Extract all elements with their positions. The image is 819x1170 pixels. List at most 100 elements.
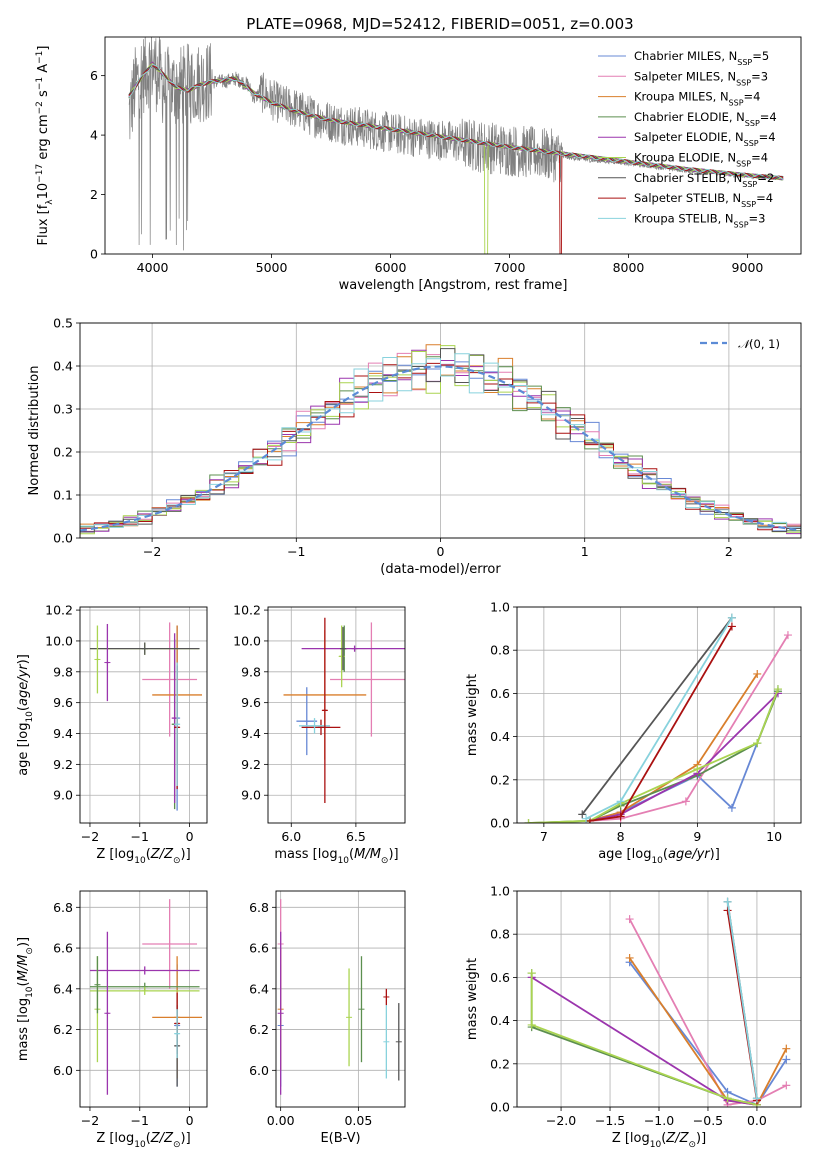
y-tick-label: 2	[90, 187, 98, 202]
x-tick-label: −2.0	[546, 1113, 576, 1128]
axes-frame	[79, 322, 802, 539]
weight-marker	[693, 765, 702, 773]
x-tick-label: −1	[131, 829, 149, 844]
y-axis-label: mass [log10(M/M⊙)]	[16, 937, 35, 1061]
spectrum-panel: 4000 5000 6000 7000 8000 9000 0 2 4 6 wavelength […	[35, 36, 802, 293]
y-tick-label: 9.4	[53, 726, 73, 741]
x-tick-label: −1.5	[595, 1113, 625, 1128]
y-tick-label: 10.0	[233, 633, 261, 648]
legend-entry: Kroupa STELIB, NSSP=3	[634, 211, 765, 229]
histograms	[80, 344, 801, 537]
weight-marker	[753, 739, 762, 748]
y-tick-label: 0.6	[490, 970, 510, 985]
weight-marker	[582, 814, 591, 823]
legend-entry: 𝒩(0, 1)	[738, 337, 780, 351]
x-tick-label: 4000	[137, 260, 169, 275]
y-tick-label: 0.5	[53, 316, 73, 331]
y-tick-label: 9.6	[53, 695, 73, 710]
y-tick-label: 0.6	[490, 686, 510, 701]
weight-marker	[727, 803, 736, 812]
weight-marker	[723, 1094, 732, 1103]
y-tick-label: 4	[90, 128, 98, 143]
x-tick-label: 8000	[613, 260, 645, 275]
errorbars	[89, 622, 203, 811]
y-tick-label: 9.2	[53, 757, 73, 772]
y-tick-label: 9.2	[241, 757, 261, 772]
weight-marker	[616, 812, 625, 821]
x-tick-label: 9	[693, 829, 701, 844]
x-tick-label: 0	[437, 544, 445, 559]
y-axis-label: age [log10(age/yr)]	[16, 654, 35, 776]
legend-entry: Salpeter ELODIE, NSSP=4	[634, 130, 776, 148]
model-spectrum-7	[128, 64, 784, 254]
weight-lines	[527, 897, 791, 1107]
axes-frame	[267, 606, 406, 824]
y-tick-label: 9.6	[241, 695, 261, 710]
weight-marker	[753, 669, 762, 678]
y-tick-label: 1.0	[490, 884, 510, 899]
errorbars	[89, 899, 203, 1095]
x-tick-label: 6.0	[281, 829, 301, 844]
y-tick-label: 9.8	[53, 664, 73, 679]
weight-marker	[625, 953, 634, 962]
y-tick-label: 6.2	[53, 1022, 73, 1037]
x-tick-label: −2	[81, 1113, 99, 1128]
axes-frame	[516, 890, 802, 1108]
weight-marker	[723, 897, 732, 906]
x-tick-label: 6.5	[346, 829, 366, 844]
x-tick-label: −1.0	[644, 1113, 674, 1128]
errorbars	[283, 617, 405, 803]
x-tick-label: 6000	[375, 260, 407, 275]
legend-entry: Salpeter STELIB, NSSP=4	[634, 191, 773, 209]
weight-line-5	[528, 688, 779, 823]
x-tick-label: 0	[186, 1113, 194, 1128]
weight-lines	[524, 613, 792, 823]
y-tick-label: 9.8	[241, 664, 261, 679]
normal-curve	[80, 365, 801, 532]
y-tick-label: 0.2	[490, 1056, 510, 1071]
mass_vs_Z-panel: −2 −1 0 6.0 6.2 6.4 6.6 6.8 Z [log10(Z/Z⊙)] mass …	[16, 890, 208, 1150]
age_vs_Z-panel: −2 −1 0 9.0 9.2 9.4 9.6 9.8 10.0 10.2 Z [log10(Z/Z…	[16, 603, 208, 866]
y-axis-label: mass weight	[465, 958, 480, 1040]
y-tick-label: 1.0	[490, 600, 510, 615]
weight-marker	[782, 1044, 791, 1053]
y-tick-label: 6.0	[53, 1063, 73, 1078]
x-tick-label: 10	[766, 829, 782, 844]
y-tick-label: 6.4	[53, 981, 73, 996]
y-tick-label: 10.0	[45, 633, 73, 648]
weight-marker	[752, 1094, 761, 1103]
weight_vs_Z-panel: −2.0 −1.5 −1.0 −0.5 0.0 0.0 0.2 0.4 0.6 0.8 1.0 Z […	[465, 884, 802, 1150]
axes-frame	[104, 36, 802, 255]
y-tick-label: 0.4	[490, 729, 510, 744]
weight-marker	[773, 685, 782, 694]
x-axis-label: mass [log10(M/M⊙)]	[274, 847, 398, 866]
weight-marker	[527, 1020, 536, 1029]
x-tick-label: 9000	[732, 260, 764, 275]
y-tick-label: 0.1	[53, 488, 73, 503]
weight-marker	[625, 915, 634, 924]
weight-line-4	[589, 692, 779, 822]
weight-marker	[727, 613, 736, 622]
x-axis-label: Z [log10(Z/Z⊙)]	[612, 1131, 706, 1150]
y-tick-label: 9.4	[241, 726, 261, 741]
spectrum-lines	[128, 37, 784, 254]
weight-line-5	[530, 973, 758, 1106]
y-axis-label: mass weight	[465, 674, 480, 756]
y-tick-label: 6.8	[53, 900, 73, 915]
x-axis-label: wavelength [Angstrom, rest frame]	[339, 278, 568, 293]
y-tick-label: 0.0	[53, 531, 73, 546]
x-tick-label: 0.05	[344, 1113, 372, 1128]
legend-entry: Kroupa ELODIE, NSSP=4	[634, 151, 768, 169]
y-tick-label: 6.2	[249, 1022, 269, 1037]
x-tick-label: 8	[617, 829, 625, 844]
y-tick-label: 0.2	[53, 445, 73, 460]
weight-marker	[727, 622, 736, 631]
x-tick-label: −2	[143, 544, 161, 559]
legend-entry: Chabrier MILES, NSSP=5	[634, 49, 769, 67]
y-tick-label: 0.3	[53, 402, 73, 417]
x-tick-label: −2	[81, 829, 99, 844]
y-tick-label: 0.8	[490, 643, 510, 658]
x-tick-label: −0.5	[693, 1113, 723, 1128]
axes-frame	[275, 890, 406, 1108]
